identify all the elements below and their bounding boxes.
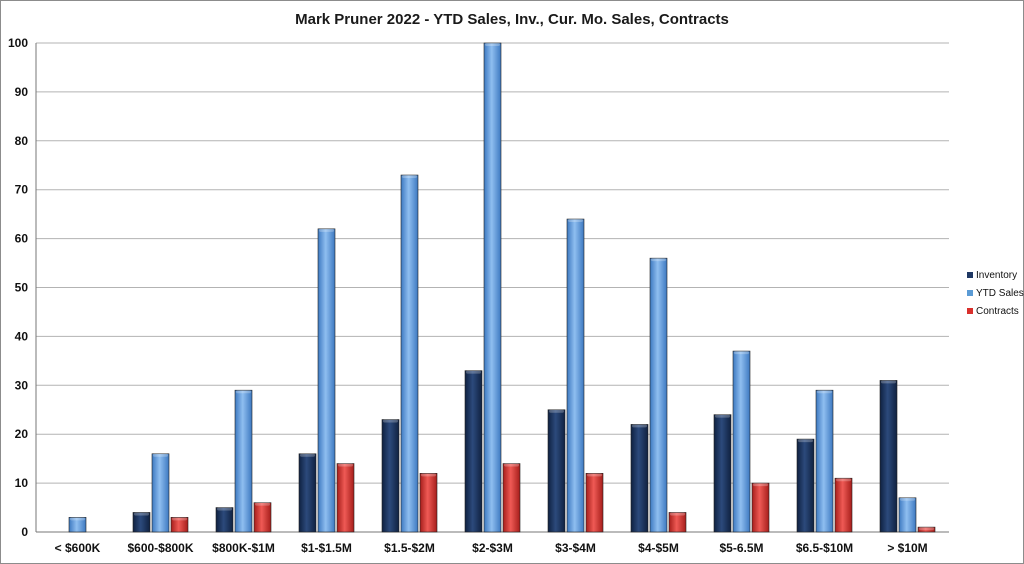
bar-contracts bbox=[668, 512, 687, 533]
bar-inventory bbox=[132, 512, 151, 533]
bar-highlight bbox=[338, 463, 353, 467]
bar-highlight bbox=[549, 409, 564, 413]
bar-highlight bbox=[504, 463, 519, 467]
y-tick-label: 60 bbox=[15, 232, 29, 246]
bar-highlight bbox=[798, 439, 813, 443]
x-tick-label: $2-$3M bbox=[472, 541, 513, 555]
bar-inventory bbox=[879, 380, 898, 533]
bar-contracts bbox=[917, 526, 936, 533]
bar-highlight bbox=[236, 390, 251, 394]
bar-highlight bbox=[734, 351, 749, 355]
bar-highlight bbox=[255, 502, 270, 506]
bar-ytd-sales bbox=[898, 497, 917, 533]
bar-highlight bbox=[632, 424, 647, 428]
bar-contracts bbox=[834, 477, 853, 533]
bar-highlight bbox=[300, 453, 315, 457]
y-tick-label: 80 bbox=[15, 134, 29, 148]
bar-highlight bbox=[319, 228, 334, 232]
y-tick-label: 100 bbox=[8, 36, 28, 50]
bar-contracts bbox=[336, 463, 355, 533]
x-tick-label: $4-$5M bbox=[638, 541, 679, 555]
x-tick-label: $1.5-$2M bbox=[384, 541, 435, 555]
y-tick-label: 10 bbox=[15, 476, 29, 490]
x-tick-label: > $10M bbox=[887, 541, 927, 555]
chart-title: Mark Pruner 2022 - YTD Sales, Inv., Cur.… bbox=[295, 11, 729, 28]
bar-highlight bbox=[836, 478, 851, 482]
y-tick-label: 20 bbox=[15, 427, 29, 441]
bar-highlight bbox=[670, 512, 685, 516]
x-tick-label: $800K-$1M bbox=[212, 541, 275, 555]
y-tick-label: 70 bbox=[15, 183, 29, 197]
bar-highlight bbox=[485, 43, 500, 46]
bar-ytd-sales bbox=[566, 218, 585, 533]
x-tick-label: $600-$800K bbox=[127, 541, 193, 555]
bar-inventory bbox=[298, 453, 317, 533]
bar-highlight bbox=[421, 473, 436, 477]
bar-contracts bbox=[253, 502, 272, 533]
bar-inventory bbox=[215, 507, 234, 533]
x-tick-label: < $600K bbox=[55, 541, 101, 555]
bar-highlight bbox=[153, 453, 168, 457]
bar-inventory bbox=[464, 370, 483, 533]
x-tick-label: $1-$1.5M bbox=[301, 541, 352, 555]
bar-inventory bbox=[630, 424, 649, 533]
bar-ytd-sales bbox=[234, 389, 253, 533]
bar-contracts bbox=[419, 473, 438, 533]
bar-highlight bbox=[900, 497, 915, 501]
bar-ytd-sales bbox=[649, 257, 668, 533]
bar-contracts bbox=[751, 482, 770, 533]
x-tick-label: $5-6.5M bbox=[719, 541, 763, 555]
bar-inventory bbox=[381, 419, 400, 533]
bar-ytd-sales bbox=[317, 228, 336, 533]
bar-highlight bbox=[881, 380, 896, 384]
bar-ytd-sales bbox=[815, 389, 834, 533]
x-axis: < $600K $600-$800K $800K-$1M $1-$1.5M $1.5-$… bbox=[55, 541, 928, 555]
bar-highlight bbox=[715, 414, 730, 418]
bars bbox=[68, 42, 936, 533]
y-tick-label: 90 bbox=[15, 85, 29, 99]
bar-ytd-sales bbox=[151, 453, 170, 533]
x-tick-label: $6.5-$10M bbox=[796, 541, 853, 555]
bar-highlight bbox=[817, 390, 832, 394]
bar-contracts bbox=[502, 463, 521, 533]
legend-swatch bbox=[967, 290, 973, 296]
bar-inventory bbox=[796, 438, 815, 533]
legend-swatch bbox=[967, 272, 973, 278]
bar-inventory bbox=[547, 409, 566, 533]
legend-label: Inventory bbox=[976, 270, 1017, 281]
bar-highlight bbox=[651, 258, 666, 262]
bar-contracts bbox=[585, 473, 604, 533]
x-tick-label: $3-$4M bbox=[555, 541, 596, 555]
bar-highlight bbox=[70, 517, 85, 521]
y-tick-label: 30 bbox=[15, 378, 29, 392]
bar-ytd-sales bbox=[483, 42, 502, 533]
y-tick-label: 0 bbox=[21, 525, 28, 539]
bar-highlight bbox=[466, 370, 481, 374]
bar-highlight bbox=[383, 419, 398, 423]
bar-ytd-sales bbox=[400, 174, 419, 533]
bar-highlight bbox=[172, 517, 187, 521]
legend-swatch bbox=[967, 308, 973, 314]
y-tick-label: 50 bbox=[15, 281, 29, 295]
bar-highlight bbox=[217, 507, 232, 511]
y-tick-label: 40 bbox=[15, 329, 29, 343]
legend-label: YTD Sales bbox=[976, 288, 1024, 299]
bar-contracts bbox=[170, 517, 189, 533]
bar-highlight bbox=[402, 175, 417, 179]
bar-highlight bbox=[587, 473, 602, 477]
bar-highlight bbox=[134, 512, 149, 516]
bar-highlight bbox=[568, 219, 583, 223]
y-axis: 0 10 20 30 40 50 60 70 80 90 100 bbox=[8, 36, 37, 539]
legend: Inventory YTD Sales Contracts bbox=[967, 270, 1024, 317]
bar-inventory bbox=[713, 414, 732, 533]
bar-ytd-sales bbox=[732, 350, 751, 533]
legend-label: Contracts bbox=[976, 306, 1019, 317]
bar-highlight bbox=[919, 527, 934, 531]
bar-ytd-sales bbox=[68, 517, 87, 533]
bar-highlight bbox=[753, 483, 768, 487]
